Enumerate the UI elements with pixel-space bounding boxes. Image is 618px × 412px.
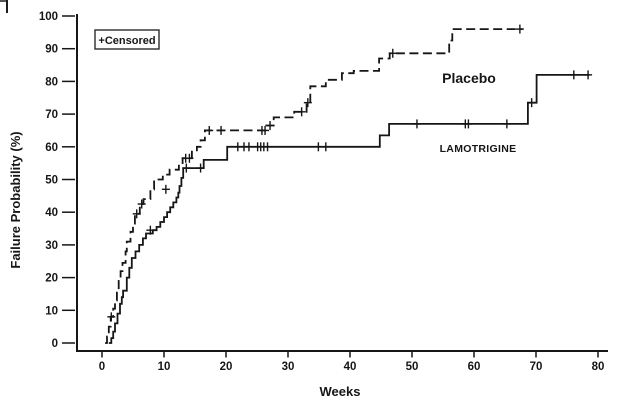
placebo-censor-mark	[266, 121, 275, 131]
lamotrigine-censor-mark	[244, 142, 253, 152]
lamotrigine-censor-mark	[263, 142, 272, 152]
placebo-censor-mark	[217, 125, 226, 135]
axis-spines	[76, 14, 608, 352]
lamotrigine-censor-mark	[584, 70, 593, 80]
placebo-censor-mark	[297, 107, 306, 117]
y-tick-label: 10	[45, 305, 58, 317]
lamotrigine-censor-mark	[196, 163, 205, 173]
x-tick-label: 50	[406, 361, 419, 373]
lamotrigine-censor-mark	[321, 142, 330, 152]
x-tick-label: 0	[99, 361, 105, 373]
y-tick-label: 40	[45, 207, 58, 219]
y-tick-label: 50	[45, 175, 58, 187]
censored-legend-box	[94, 29, 160, 50]
y-tick-label: 60	[45, 142, 58, 154]
y-axis-title: Failure Probability (%)	[8, 131, 23, 268]
lamotrigine-censor-mark	[464, 119, 473, 129]
curves	[105, 24, 593, 344]
placebo-censor-mark	[303, 98, 312, 108]
axes: 0 10 20 30 40 50 60 70 80 0 10 20 30 40 50 60 70 80 90 100	[39, 11, 608, 373]
placebo-censor-mark	[205, 125, 214, 135]
x-axis-title: Weeks	[320, 384, 361, 399]
censored-legend: +Censored	[94, 29, 160, 50]
lamotrigine-censor-mark	[569, 70, 578, 80]
y-tick-label: 30	[45, 240, 58, 252]
placebo-series-label: Placebo	[442, 70, 496, 86]
placebo-censor-mark	[161, 184, 170, 194]
placebo-censor-mark	[388, 48, 397, 58]
y-tick-label: 80	[45, 76, 58, 88]
lamotrigine-censor-mark	[502, 119, 511, 129]
y-tick-label: 90	[45, 44, 58, 56]
lamotrigine-censor-mark	[527, 98, 536, 108]
x-tick-label: 30	[282, 361, 295, 373]
x-tick-label: 40	[344, 361, 357, 373]
y-tick-label: 0	[52, 338, 58, 350]
lamotrigine-censor-mark	[182, 163, 191, 173]
placebo-censor-mark	[137, 199, 146, 209]
y-tick-label: 70	[45, 109, 58, 121]
censored-legend-label: +Censored	[98, 35, 155, 47]
placebo-censor-mark	[261, 125, 270, 135]
y-tick-label: 20	[45, 273, 58, 285]
lamotrigine-censor-mark	[412, 119, 421, 129]
lamotrigine-series-label: LAMOTRIGINE	[440, 143, 517, 155]
placebo-censor-mark	[185, 153, 194, 163]
y-tick-label: 100	[39, 11, 58, 23]
placebo-censor-mark	[132, 209, 141, 219]
lamotrigine-curve	[108, 74, 590, 344]
x-tick-label: 20	[220, 361, 233, 373]
placebo-curve	[105, 28, 523, 344]
lamotrigine-censor-mark	[314, 142, 323, 152]
x-tick-label: 80	[592, 361, 605, 373]
placebo-censor-mark	[515, 24, 524, 34]
x-tick-label: 60	[468, 361, 481, 373]
x-tick-label: 70	[530, 361, 543, 373]
lamotrigine-censor-mark	[146, 225, 155, 235]
placebo-censor-mark	[107, 312, 116, 322]
x-tick-label: 10	[158, 361, 171, 373]
